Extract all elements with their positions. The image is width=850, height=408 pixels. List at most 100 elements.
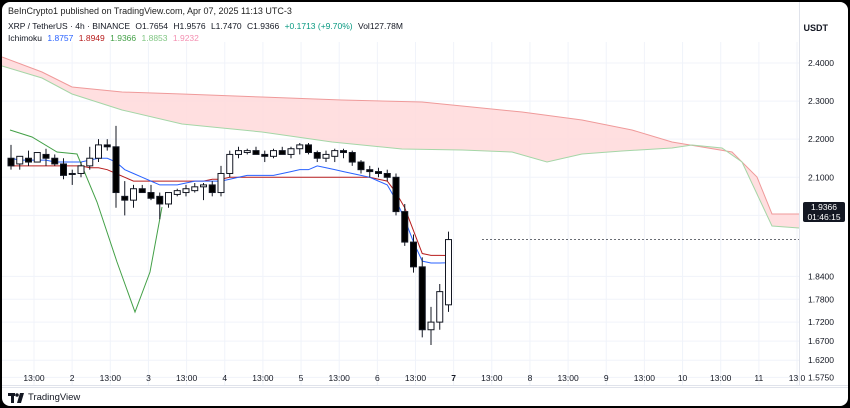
candle-body-down: [112, 146, 120, 194]
ichimoku-label[interactable]: Ichimoku: [8, 33, 43, 43]
time-tick-label: 8: [528, 373, 533, 383]
time-tick-label: 13:00: [329, 373, 351, 383]
candle: [427, 306, 435, 345]
publisher-line: BeInCrypto1 published on TradingView.com…: [8, 6, 292, 16]
candle-body-up: [200, 184, 207, 188]
ichimoku-value-senkou-a: 1.8853: [141, 33, 168, 43]
candle: [51, 154, 59, 166]
time-tick-label: 13:0: [789, 373, 806, 383]
ohlc-open: O1.7654: [135, 21, 169, 31]
candle: [156, 192, 164, 220]
candle-body-up: [270, 150, 277, 157]
candle-body-down: [305, 144, 312, 154]
time-axis: 13:00 2 13:00 3 13:00 4 13:00 5 13:00 6 13:00 7 13:0…: [23, 373, 805, 383]
candle-body-down: [357, 161, 365, 171]
candle-body-down: [261, 153, 269, 157]
time-tick-label: 13:00: [176, 373, 198, 383]
candle: [436, 284, 444, 330]
ichimoku-value-chikou: 1.9366: [110, 33, 137, 43]
candle-body-down: [208, 184, 216, 194]
candle: [103, 139, 111, 151]
volume-value: Vol127.78M: [358, 21, 403, 31]
price-tick-label: 2.1000: [808, 172, 834, 182]
candle: [270, 148, 277, 159]
candle: [165, 192, 172, 208]
cloud-fill: [2, 57, 799, 228]
candle-body-up: [77, 165, 85, 174]
candle: [278, 146, 286, 155]
candle: [191, 183, 199, 193]
ohlc-low: L1.7470: [210, 21, 242, 31]
ichimoku-cloud: [2, 56, 800, 229]
time-tick-label: 13:00: [634, 373, 656, 383]
price-tick-label: 1.8400: [808, 271, 834, 281]
candle: [42, 148, 50, 166]
candle: [147, 184, 155, 201]
candle: [173, 188, 181, 197]
ichimoku-value-kijun: 1.8949: [78, 33, 105, 43]
candle: [77, 162, 85, 178]
candle: [287, 146, 295, 159]
candle: [200, 183, 207, 201]
candle-body-down: [348, 152, 356, 163]
candle-body-up: [226, 153, 234, 174]
candle-body-down: [51, 157, 59, 165]
candle: [182, 184, 190, 197]
candle: [121, 181, 129, 216]
candle: [418, 257, 426, 338]
candle: [392, 173, 400, 216]
candle-body-up: [68, 172, 76, 175]
symbol-title[interactable]: XRP / TetherUS · 4h · BINANCE: [8, 21, 131, 31]
candle: [340, 148, 347, 159]
time-axis-border: [2, 385, 848, 386]
tradingview-logo[interactable]: TradingView: [8, 392, 80, 403]
candle-body-up: [130, 188, 137, 201]
price-tick-label: 1.7200: [808, 317, 834, 327]
price-tick-label: 2.3000: [808, 96, 834, 106]
candle: [217, 165, 225, 197]
candle-body-up: [86, 157, 94, 167]
symbol-legend[interactable]: XRP / TetherUS · 4h · BINANCE O1.7654 H1…: [8, 21, 406, 31]
time-tick-label: 9: [604, 373, 609, 383]
candle: [130, 184, 137, 208]
candle-body-up: [16, 155, 24, 165]
candle-body-down: [7, 157, 15, 167]
ichimoku-legend[interactable]: Ichimoku 1.8757 1.8949 1.9366 1.8853 1.9…: [8, 33, 202, 43]
candle-body-down: [103, 144, 111, 148]
senkou-span-a-line: [2, 65, 800, 229]
candle-body-up: [95, 144, 102, 159]
candle: [138, 184, 146, 194]
tradingview-brand: TradingView: [28, 392, 81, 403]
candle-body-up: [427, 321, 435, 331]
candle-body-down: [252, 150, 260, 155]
candle-body-up: [445, 239, 452, 306]
candlesticks: [7, 125, 452, 345]
candle-body-down: [392, 176, 400, 213]
time-tick-label: 13:00: [252, 373, 274, 383]
candle: [366, 165, 374, 178]
candle: [235, 146, 242, 159]
candle-body-down: [340, 150, 347, 154]
candle: [68, 169, 76, 185]
time-tick-label: 13:00: [100, 373, 122, 383]
candle-body-up: [191, 186, 199, 192]
candle-body-down: [375, 171, 382, 174]
candle: [86, 146, 94, 170]
tenkan-sen-line: [10, 157, 449, 264]
candle-body-up: [331, 150, 339, 157]
time-tick-label: 13:00: [710, 373, 732, 383]
candle-body-down: [156, 195, 164, 205]
candle-body-down: [383, 172, 391, 178]
grid-lines: [2, 42, 799, 385]
senkou-span-b-line: [2, 56, 799, 215]
candle: [375, 167, 382, 178]
time-tick-label: 13:00: [23, 373, 45, 383]
price-chart[interactable]: 2.40002.30002.20002.10002.00001.84001.78…: [2, 2, 848, 387]
tradingview-icon: [8, 392, 24, 403]
time-tick-label: 3: [146, 373, 151, 383]
price-tick-label: 2.2000: [808, 134, 834, 144]
candle-body-down: [418, 266, 426, 331]
candle: [331, 148, 339, 163]
change-value: +0.1713 (+9.70%): [284, 21, 353, 31]
